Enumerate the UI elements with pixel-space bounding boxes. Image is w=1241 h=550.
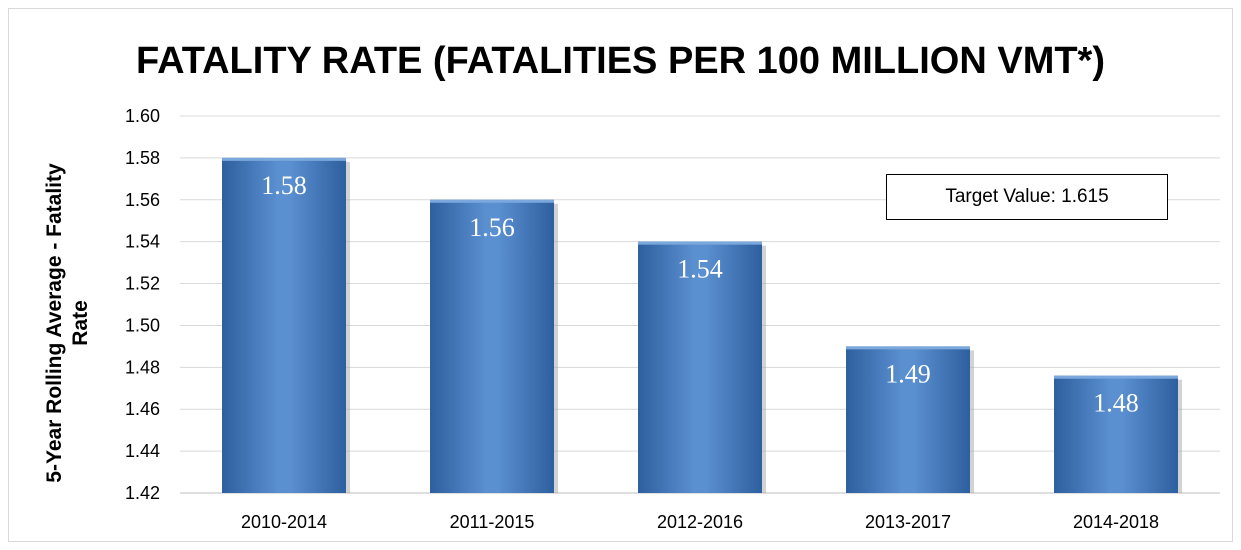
- data-label: 1.48: [1093, 389, 1139, 418]
- bar-cap: [846, 346, 970, 350]
- data-label: 1.49: [885, 359, 931, 388]
- y-tick-label: 1.46: [125, 399, 160, 419]
- data-label: 1.56: [469, 213, 515, 242]
- bar: [638, 241, 762, 493]
- y-tick-label: 1.60: [125, 106, 160, 126]
- y-tick-label: 1.56: [125, 190, 160, 210]
- target-value-annotation: Target Value: 1.615: [886, 174, 1168, 220]
- y-tick-label: 1.48: [125, 357, 160, 377]
- x-tick-label: 2014-2018: [1073, 512, 1159, 532]
- x-tick-label: 2011-2015: [450, 512, 535, 532]
- y-tick-label: 1.50: [125, 315, 160, 335]
- y-tick-label: 1.52: [125, 274, 160, 294]
- bar: [1054, 375, 1178, 493]
- y-tick-label: 1.58: [125, 148, 160, 168]
- chart-title: FATALITY RATE (FATALITIES PER 100 MILLIO…: [135, 40, 1106, 82]
- bar-cap: [430, 199, 554, 203]
- data-label: 1.58: [261, 171, 307, 200]
- bar: [846, 346, 970, 493]
- bar: [430, 199, 554, 493]
- x-tick-label: 2013-2017: [865, 512, 951, 532]
- y-tick-label: 1.42: [125, 483, 160, 503]
- y-tick-label: 1.44: [125, 441, 160, 461]
- chart-frame: [8, 8, 1233, 542]
- x-tick-label: 2010-2014: [241, 512, 327, 532]
- bar-cap: [638, 241, 762, 245]
- bar-cap: [222, 157, 346, 161]
- y-tick-label: 1.54: [125, 232, 160, 252]
- bar-cap: [1054, 375, 1178, 379]
- bar: [222, 157, 346, 493]
- x-tick-label: 2012-2016: [657, 512, 743, 532]
- data-label: 1.54: [677, 255, 723, 284]
